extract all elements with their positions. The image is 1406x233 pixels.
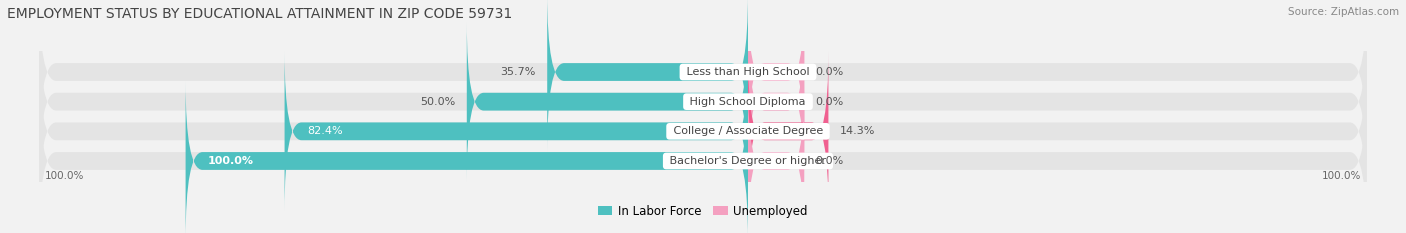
FancyBboxPatch shape <box>748 0 804 152</box>
Text: 14.3%: 14.3% <box>839 126 875 136</box>
Text: College / Associate Degree: College / Associate Degree <box>669 126 827 136</box>
Text: 100.0%: 100.0% <box>45 171 84 181</box>
Text: Source: ZipAtlas.com: Source: ZipAtlas.com <box>1288 7 1399 17</box>
FancyBboxPatch shape <box>39 51 1367 211</box>
FancyBboxPatch shape <box>39 81 1367 233</box>
Text: 0.0%: 0.0% <box>815 156 844 166</box>
Text: 50.0%: 50.0% <box>420 97 456 107</box>
Text: EMPLOYMENT STATUS BY EDUCATIONAL ATTAINMENT IN ZIP CODE 59731: EMPLOYMENT STATUS BY EDUCATIONAL ATTAINM… <box>7 7 512 21</box>
FancyBboxPatch shape <box>39 0 1367 152</box>
FancyBboxPatch shape <box>186 81 748 233</box>
Text: 100.0%: 100.0% <box>1322 171 1361 181</box>
FancyBboxPatch shape <box>748 22 804 182</box>
Text: 35.7%: 35.7% <box>501 67 536 77</box>
Text: 0.0%: 0.0% <box>815 97 844 107</box>
FancyBboxPatch shape <box>467 22 748 182</box>
FancyBboxPatch shape <box>748 51 828 211</box>
Text: High School Diploma: High School Diploma <box>686 97 810 107</box>
Text: Bachelor's Degree or higher: Bachelor's Degree or higher <box>666 156 830 166</box>
Text: 0.0%: 0.0% <box>815 67 844 77</box>
Text: 82.4%: 82.4% <box>307 126 343 136</box>
FancyBboxPatch shape <box>39 22 1367 182</box>
FancyBboxPatch shape <box>748 81 804 233</box>
FancyBboxPatch shape <box>284 51 748 211</box>
FancyBboxPatch shape <box>547 0 748 152</box>
Legend: In Labor Force, Unemployed: In Labor Force, Unemployed <box>598 205 808 218</box>
Text: Less than High School: Less than High School <box>683 67 813 77</box>
Text: 100.0%: 100.0% <box>208 156 254 166</box>
